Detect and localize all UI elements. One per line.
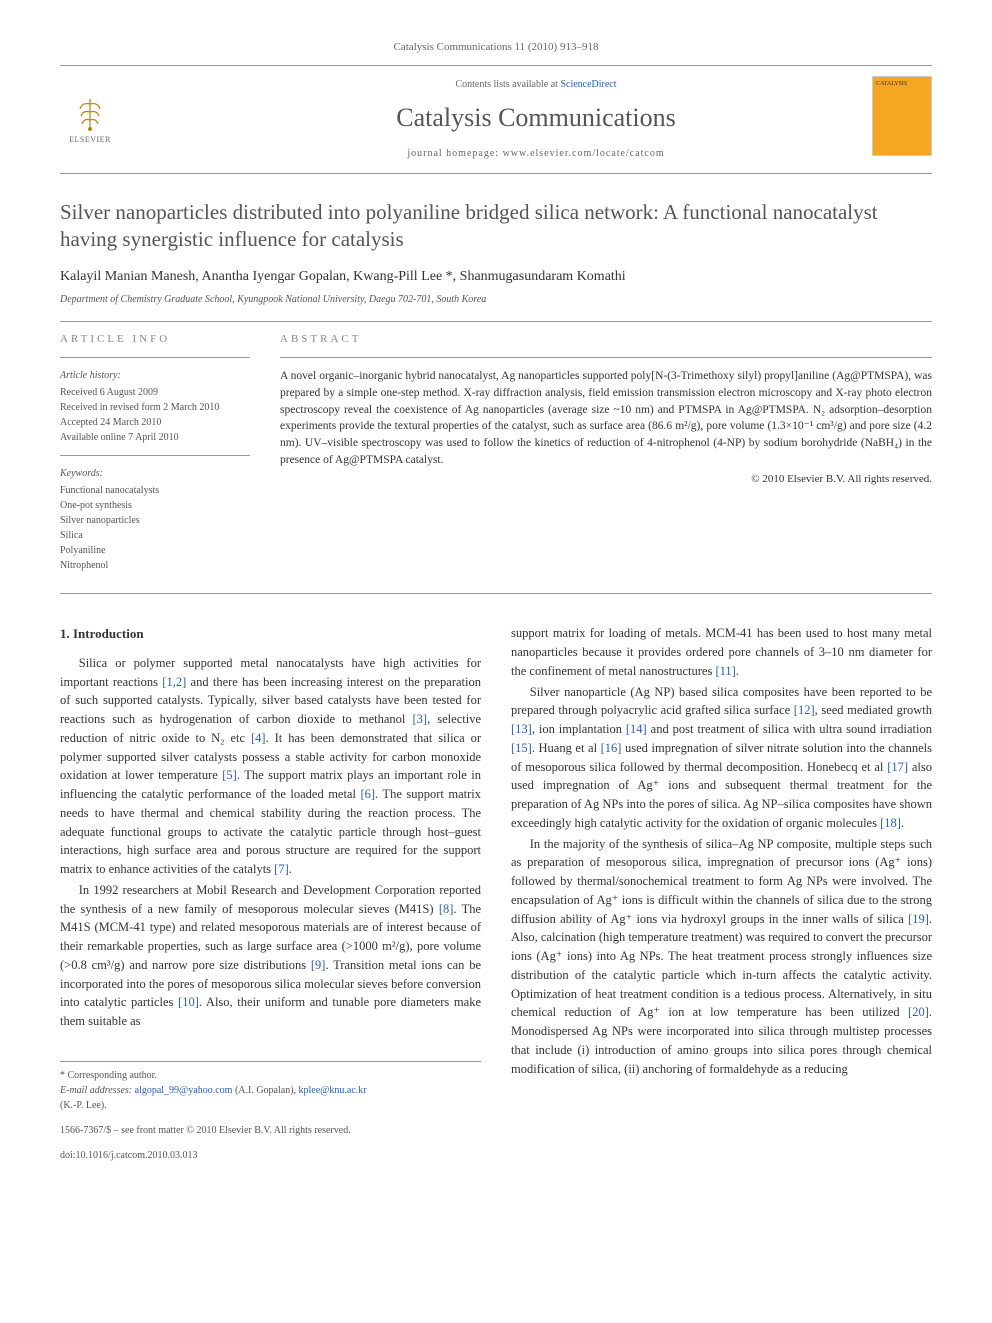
keyword: Functional nanocatalysts xyxy=(60,483,250,498)
keywords-label: Keywords: xyxy=(60,466,250,481)
publisher-name: ELSEVIER xyxy=(69,134,111,145)
right-column: support matrix for loading of metals. MC… xyxy=(511,624,932,1163)
issn-line: 1566-7367/$ – see front matter © 2010 El… xyxy=(60,1123,481,1138)
corresponding-label: * Corresponding author. xyxy=(60,1068,481,1083)
info-divider xyxy=(60,455,250,456)
elsevier-tree-icon xyxy=(70,94,110,134)
keyword: Nitrophenol xyxy=(60,558,250,573)
email-label: E-mail addresses: xyxy=(60,1085,135,1096)
history-item: Received 6 August 2009 xyxy=(60,385,250,400)
body-paragraph: In the majority of the synthesis of sili… xyxy=(511,835,932,1079)
abstract-text: A novel organic–inorganic hybrid nanocat… xyxy=(280,368,932,468)
journal-cover-thumbnail: CATALYSIS xyxy=(872,76,932,156)
keywords-block: Keywords: Functional nanocatalysts One-p… xyxy=(60,466,250,573)
body-columns: 1. Introduction Silica or polymer suppor… xyxy=(60,624,932,1163)
article-title: Silver nanoparticles distributed into po… xyxy=(60,199,932,254)
email-link[interactable]: algopal_99@yahoo.com xyxy=(135,1085,233,1096)
email-link[interactable]: kplee@knu.ac.kr xyxy=(299,1085,367,1096)
running-header: Catalysis Communications 11 (2010) 913–9… xyxy=(60,40,932,55)
divider xyxy=(60,593,932,594)
history-label: Article history: xyxy=(60,368,250,383)
homepage-url: www.elsevier.com/locate/catcom xyxy=(503,148,665,159)
section-heading: 1. Introduction xyxy=(60,624,481,644)
keyword: One-pot synthesis xyxy=(60,498,250,513)
email-line: E-mail addresses: algopal_99@yahoo.com (… xyxy=(60,1083,481,1098)
history-item: Received in revised form 2 March 2010 xyxy=(60,400,250,415)
journal-banner: ELSEVIER Contents lists available at Sci… xyxy=(60,65,932,173)
keyword: Polyaniline xyxy=(60,543,250,558)
journal-title: Catalysis Communications xyxy=(140,100,932,136)
doi-line: doi:10.1016/j.catcom.2010.03.013 xyxy=(60,1148,481,1163)
author-list: Kalayil Manian Manesh, Anantha Iyengar G… xyxy=(60,267,932,287)
body-paragraph: Silica or polymer supported metal nanoca… xyxy=(60,654,481,879)
keyword: Silica xyxy=(60,528,250,543)
divider xyxy=(60,321,932,322)
article-info-heading: ARTICLE INFO xyxy=(60,332,250,347)
history-item: Available online 7 April 2010 xyxy=(60,430,250,445)
info-divider xyxy=(60,357,250,358)
contents-available-line: Contents lists available at ScienceDirec… xyxy=(140,78,932,92)
contents-prefix: Contents lists available at xyxy=(455,79,560,90)
affiliation: Department of Chemistry Graduate School,… xyxy=(60,293,932,307)
homepage-line: journal homepage: www.elsevier.com/locat… xyxy=(140,147,932,161)
article-history: Article history: Received 6 August 2009 … xyxy=(60,368,250,445)
abstract-copyright: © 2010 Elsevier B.V. All rights reserved… xyxy=(280,472,932,487)
abstract-divider xyxy=(280,357,932,358)
body-paragraph: Silver nanoparticle (Ag NP) based silica… xyxy=(511,683,932,833)
info-abstract-row: ARTICLE INFO Article history: Received 6… xyxy=(60,332,932,573)
cover-label: CATALYSIS xyxy=(873,77,931,91)
body-paragraph: In 1992 researchers at Mobil Research an… xyxy=(60,881,481,1031)
abstract-column: ABSTRACT A novel organic–inorganic hybri… xyxy=(280,332,932,573)
homepage-prefix: journal homepage: xyxy=(407,148,502,159)
email-who: (K.-P. Lee). xyxy=(60,1098,481,1113)
history-item: Accepted 24 March 2010 xyxy=(60,415,250,430)
abstract-heading: ABSTRACT xyxy=(280,332,932,347)
left-column: 1. Introduction Silica or polymer suppor… xyxy=(60,624,481,1163)
publisher-logo: ELSEVIER xyxy=(60,90,120,150)
article-info-column: ARTICLE INFO Article history: Received 6… xyxy=(60,332,250,573)
banner-center: Contents lists available at ScienceDirec… xyxy=(140,78,932,160)
corresponding-author-note: * Corresponding author. E-mail addresses… xyxy=(60,1061,481,1113)
sciencedirect-link[interactable]: ScienceDirect xyxy=(560,79,616,90)
body-paragraph: support matrix for loading of metals. MC… xyxy=(511,624,932,680)
email-who: (A.I. Gopalan), xyxy=(232,1085,298,1096)
keyword: Silver nanoparticles xyxy=(60,513,250,528)
